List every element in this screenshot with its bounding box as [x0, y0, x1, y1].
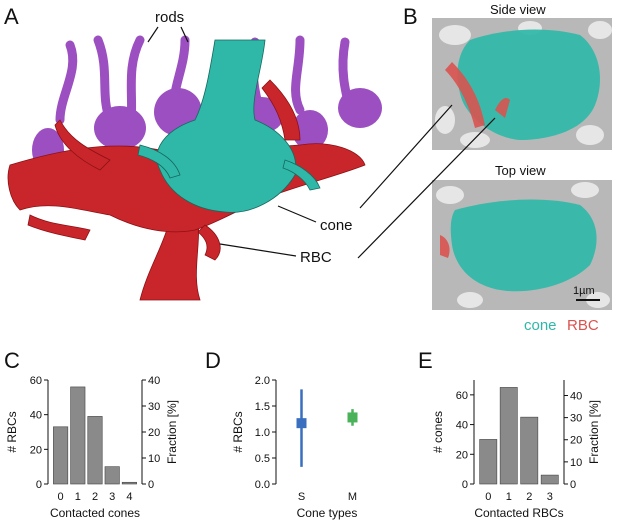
legend-rbc: RBC [567, 317, 599, 334]
y-axis-label-left: # cones [431, 411, 445, 453]
x-tick-label: M [348, 491, 357, 503]
bar-1 [70, 386, 86, 485]
y-tick-label-left: 60 [30, 375, 42, 387]
panel-a: A [4, 4, 382, 301]
y-tick-label: 0.5 [255, 453, 270, 465]
bar-3 [540, 474, 559, 485]
x-tick-label: S [298, 491, 305, 503]
y-tick-label-left: 0 [462, 479, 468, 491]
panel-letter-e: E [418, 348, 433, 373]
x-axis-label: Contacted RBCs [474, 506, 563, 520]
scale-bar-label: 1µm [573, 285, 595, 297]
x-tick-label: 4 [126, 491, 132, 503]
x-tick-label: 0 [58, 491, 64, 503]
y-tick-label-left: 40 [456, 420, 468, 432]
y-axis-label-right: Fraction [%] [165, 400, 179, 464]
x-tick-label: 3 [547, 491, 553, 503]
bar-3 [104, 466, 120, 485]
y-tick-label-left: 20 [456, 449, 468, 461]
y-tick-label-right: 0 [570, 479, 576, 491]
y-tick-label: 1.0 [255, 427, 270, 439]
y-tick-label-right: 10 [148, 453, 160, 465]
rods-label: rods [155, 9, 184, 26]
cone-overlay-top [450, 199, 597, 292]
x-axis-label: Cone types [297, 506, 358, 520]
y-tick-label-right: 40 [570, 390, 582, 402]
y-tick-label-right: 30 [148, 401, 160, 413]
panel-letter-a: A [4, 4, 19, 29]
top-view-title: Top view [495, 163, 546, 178]
y-tick-label: 0.0 [255, 479, 270, 491]
x-tick-label: 2 [526, 491, 532, 503]
y-tick-label-right: 10 [570, 457, 582, 469]
cone-label: cone [320, 217, 353, 234]
x-tick-label: 1 [506, 491, 512, 503]
y-axis-label-left: # RBCs [5, 411, 19, 452]
chart-d: 0.0 0.5 1.0 1.5 2.0 S M Cone types # RBCs [231, 375, 358, 520]
rbc-label: RBC [300, 249, 332, 266]
y-tick-label-right: 0 [148, 479, 154, 491]
y-tick-label-right: 20 [570, 435, 582, 447]
rbc-overlay-top [440, 235, 450, 258]
bar-0 [53, 426, 69, 485]
cone-overlay [457, 29, 600, 140]
y-tick-label-right: 40 [148, 375, 160, 387]
y-tick-label-left: 60 [456, 390, 468, 402]
y-tick-label-left: 0 [36, 479, 42, 491]
point-M [347, 412, 358, 423]
panel-letter-b: B [403, 4, 418, 29]
y-tick-label-right: 20 [148, 427, 160, 439]
bar-2 [520, 416, 539, 485]
x-tick-label: 2 [92, 491, 98, 503]
y-tick-label-right: 30 [570, 413, 582, 425]
y-tick-label: 2.0 [255, 375, 270, 387]
y-tick-label-left: 20 [30, 444, 42, 456]
bar-4 [121, 481, 137, 485]
panel-d: D 0.0 0.5 1.0 1.5 2.0 S M Cone types # RBCs [205, 348, 358, 520]
legend-cone: cone [524, 317, 557, 334]
bar-0 [479, 439, 498, 485]
side-view-title: Side view [490, 2, 546, 17]
top-view-image: 1µm [432, 180, 612, 310]
x-tick-label: 0 [485, 491, 491, 503]
chart-e: 0 20 40 60 0 10 20 30 40 0 1 2 3 Contacted RBCs # cone… [431, 380, 601, 520]
panel-letter-d: D [205, 348, 221, 373]
x-tick-label: 1 [75, 491, 81, 503]
y-tick-label-left: 40 [30, 410, 42, 422]
rbc-overlay [445, 62, 485, 128]
panel-b: B Side view Top view 1µm [357, 2, 612, 334]
x-axis-label: Contacted cones [50, 506, 140, 520]
y-tick-label: 1.5 [255, 401, 270, 413]
point-S [296, 418, 307, 429]
y-axis-label: # RBCs [231, 411, 245, 452]
panel-e: E 0 20 40 60 0 10 20 30 40 0 1 2 3 Contacted RBCs # co… [418, 348, 601, 520]
side-view-image [432, 18, 612, 150]
rbc-rendering [7, 35, 382, 301]
y-axis-label-right: Fraction [%] [587, 400, 601, 464]
bar-1 [499, 387, 518, 485]
panel-letter-c: C [4, 348, 20, 373]
x-tick-label: 3 [109, 491, 115, 503]
bar-2 [87, 416, 103, 485]
